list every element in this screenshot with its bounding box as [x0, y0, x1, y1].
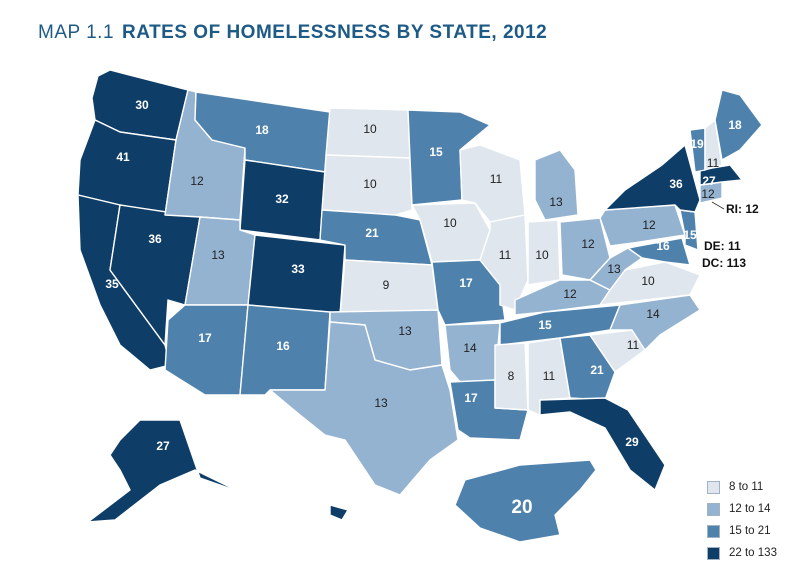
map-title: MAP 1.1 RATES OF HOMELESSNESS BY STATE, 2… [38, 22, 547, 44]
label-WV: 13 [607, 262, 621, 276]
label-NC: 14 [646, 307, 660, 321]
label-CT: 12 [701, 187, 715, 201]
label-CA: 35 [105, 277, 119, 291]
label-MA: 27 [702, 174, 716, 188]
note-DC: DC: 113 [702, 256, 746, 270]
state-IL [479, 214, 529, 311]
label-MO: 17 [459, 276, 473, 290]
label-NH: 11 [707, 156, 720, 170]
label-VA: 10 [641, 274, 655, 288]
note-RI: RI: 12 [726, 202, 759, 216]
label-ID: 12 [190, 174, 204, 188]
label-MD: 16 [656, 239, 670, 253]
map-number: MAP 1.1 [38, 22, 115, 43]
label-ND: 10 [363, 122, 377, 136]
legend-label: 8 to 11 [729, 481, 764, 493]
legend-item: 22 to 133 [707, 542, 777, 564]
state-GA [559, 334, 616, 401]
legend-swatch [707, 480, 720, 494]
legend-label: 22 to 133 [729, 547, 777, 559]
state-AZ [164, 304, 249, 396]
leader-line-RI [711, 201, 725, 210]
legend-item: 12 to 14 [707, 498, 777, 520]
label-MN: 15 [429, 145, 443, 159]
legend-label: 12 to 14 [729, 503, 771, 515]
label-NJ: 15 [683, 228, 697, 242]
label-IA: 10 [443, 216, 457, 230]
state-US [454, 459, 597, 543]
label-IN: 10 [535, 248, 549, 262]
state-NH [704, 119, 723, 171]
label-VT: 19 [690, 137, 704, 151]
label-PA: 12 [642, 218, 656, 232]
state-MI [534, 149, 579, 221]
label-KS: 9 [383, 278, 390, 292]
state-NC [609, 294, 701, 351]
state-MA [699, 164, 743, 186]
label-AL: 11 [543, 369, 556, 383]
state-NY [604, 144, 701, 213]
label-US: 20 [511, 497, 532, 518]
label-SC: 11 [627, 338, 640, 352]
label-AZ: 17 [198, 331, 212, 345]
label-IL: 11 [499, 248, 512, 262]
state-SD [321, 154, 413, 216]
label-NM: 16 [276, 339, 290, 353]
state-ME [714, 89, 763, 161]
label-WI: 11 [490, 172, 503, 186]
state-HI [329, 504, 349, 521]
state-MD [627, 237, 691, 266]
state-AK [87, 419, 241, 523]
map-title-text: RATES OF HOMELESSNESS BY STATE, 2012 [122, 22, 548, 43]
label-UT: 13 [211, 248, 225, 262]
state-FL [539, 397, 666, 491]
label-NE: 21 [365, 226, 379, 240]
legend-swatch [707, 524, 720, 538]
label-TN: 15 [538, 318, 552, 332]
state-MS [494, 342, 529, 411]
label-AR: 14 [463, 341, 477, 355]
legend-item: 8 to 11 [707, 476, 777, 498]
label-CO: 33 [291, 262, 305, 276]
label-OR: 41 [116, 150, 130, 164]
label-AK: 27 [156, 439, 170, 453]
label-MI: 13 [549, 195, 563, 209]
label-KY: 12 [563, 287, 577, 301]
label-SD: 10 [363, 177, 377, 191]
label-MT: 18 [255, 123, 269, 137]
legend-swatch [707, 546, 720, 560]
legend-item: 15 to 21 [707, 520, 777, 542]
label-MS: 8 [508, 369, 515, 383]
label-FL: 29 [625, 435, 639, 449]
legend-label: 15 to 21 [729, 525, 771, 537]
note-DE: DE: 11 [704, 239, 741, 253]
label-TX: 13 [374, 396, 388, 410]
legend: 8 to 11 12 to 14 15 to 21 22 to 133 [707, 476, 777, 564]
label-GA: 21 [590, 363, 604, 377]
legend-swatch [707, 502, 720, 516]
label-WY: 32 [275, 192, 289, 206]
label-NY: 36 [669, 177, 683, 191]
label-OK: 13 [398, 324, 412, 338]
label-OH: 12 [581, 237, 595, 251]
label-ME: 18 [728, 118, 742, 132]
state-TX [269, 321, 459, 496]
label-WA: 30 [135, 98, 149, 112]
label-NV: 36 [148, 232, 162, 246]
label-HI: 45 [304, 508, 318, 522]
label-LA: 17 [464, 391, 478, 405]
